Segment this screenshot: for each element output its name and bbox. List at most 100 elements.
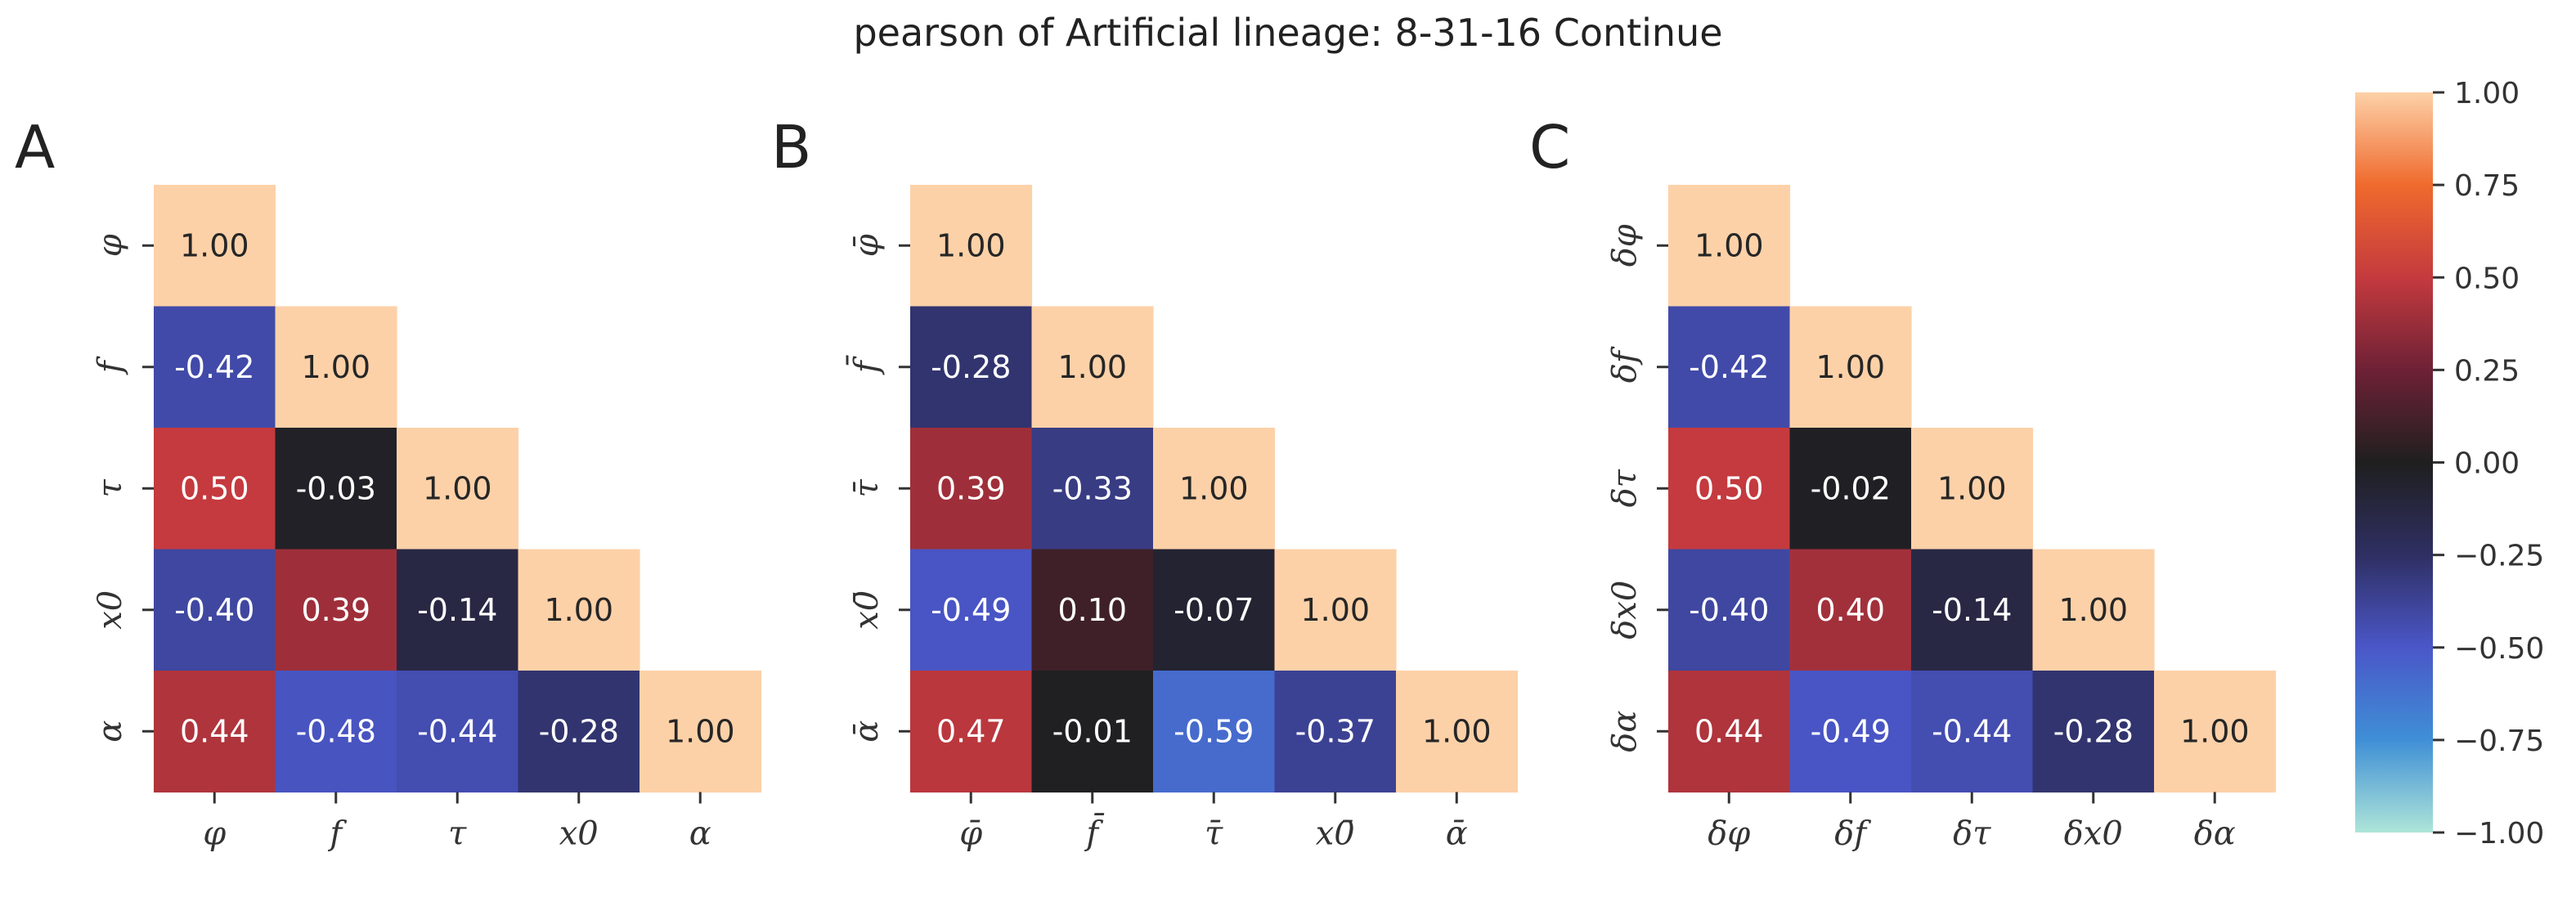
colorbar-tick-label: 0.00	[2454, 447, 2520, 481]
cell-value-label: -0.59	[1174, 713, 1254, 749]
cell-value-label: 0.50	[180, 470, 249, 506]
heatmap-cell	[1911, 428, 2034, 550]
cell-value-label: 0.47	[936, 713, 1006, 749]
heatmap-cell	[518, 549, 640, 671]
heatmap-cell	[275, 671, 397, 793]
y-tick-label: δφ	[1606, 224, 1644, 267]
colorbar-tick-label: −0.25	[2454, 540, 2544, 573]
panel-letter: B	[771, 113, 811, 182]
y-tick-label: x0	[92, 590, 129, 630]
y-tick-label: δτ	[1606, 469, 1644, 507]
heatmap-cell	[1153, 549, 1276, 671]
cell-value-label: -0.28	[931, 349, 1011, 385]
heatmap-panels: A 1.00 -0.42 1.00 0.50 -0.03 1.00 -0.40 0.39 -0.1…	[15, 113, 2277, 853]
cell-value-label: -0.02	[1811, 470, 1891, 506]
cell-value-label: 1.00	[2180, 713, 2250, 749]
heatmap-cell	[154, 306, 276, 429]
cell-value-label: -0.44	[1932, 713, 2012, 749]
colorbar: 1.00 0.75 0.50 0.25 0.00 −0.25 −0.50 −0.75 −1.00	[2355, 77, 2544, 850]
heatmap-cell	[275, 428, 397, 550]
heatmap-cell	[1153, 428, 1276, 550]
heatmap-cell	[154, 671, 276, 793]
x-tick-label: δφ	[1708, 815, 1750, 853]
heatmap-cell	[2032, 549, 2155, 671]
panel-letter: C	[1529, 113, 1570, 182]
y-tick-label: ᾱ	[848, 720, 886, 743]
y-tick-label: α	[92, 720, 129, 743]
x-tick-label: τ̄	[1205, 815, 1223, 853]
y-tick-label: δf	[1606, 346, 1644, 383]
figure-title: pearson of Artificial lineage: 8-31-16 C…	[853, 11, 1722, 55]
x-tick-label: f̄	[1084, 813, 1105, 853]
heatmap-cell	[154, 185, 276, 307]
y-tick-label: x0̄	[848, 590, 886, 630]
x-tick-label: δx0	[2064, 815, 2123, 853]
cell-value-label: -0.48	[296, 713, 376, 749]
cell-value-label: 0.50	[1694, 470, 1764, 506]
heatmap-cell	[154, 428, 276, 550]
heatmap-panel-b: B 1.00 -0.28 1.00 0.39 -0.33 1.00 -0.49 0.10 -0.0…	[771, 113, 1519, 853]
heatmap-cell	[1668, 671, 1791, 793]
heatmap-cell	[1153, 671, 1276, 793]
cell-value-label: -0.49	[1811, 713, 1891, 749]
cell-value-label: 1.00	[666, 713, 735, 749]
cell-value-label: -0.42	[174, 349, 254, 385]
panel-letter: A	[15, 113, 55, 182]
cell-value-label: -0.37	[1295, 713, 1376, 749]
heatmap-panel-a: A 1.00 -0.42 1.00 0.50 -0.03 1.00 -0.40 0.39 -0.1…	[15, 113, 762, 853]
colorbar-tick-label: 0.25	[2454, 354, 2520, 388]
x-tick-label: x0̄	[1316, 815, 1355, 853]
x-tick-label: δτ	[1953, 815, 1991, 853]
heatmap-cell	[275, 306, 397, 429]
cell-value-label: 1.00	[301, 349, 370, 385]
cell-value-label: -0.42	[1689, 349, 1769, 385]
heatmap-cell	[1031, 671, 1154, 793]
cell-value-label: 0.39	[301, 592, 370, 628]
cell-value-label: -0.03	[296, 470, 376, 506]
y-tick-label: τ̄	[848, 478, 886, 497]
cell-value-label: 1.00	[1300, 592, 1370, 628]
y-tick-label: f	[92, 356, 129, 375]
heatmap-cell	[2154, 671, 2277, 793]
heatmap-cell	[1668, 306, 1791, 429]
y-tick-label: f̄	[846, 354, 886, 375]
cell-value-label: 1.00	[1422, 713, 1492, 749]
y-tick-label: φ̄	[848, 234, 886, 257]
heatmap-cell	[1031, 549, 1154, 671]
heatmap-cell	[1789, 428, 1912, 550]
cell-value-label: 0.10	[1057, 592, 1127, 628]
x-tick-label: δf	[1834, 815, 1871, 853]
cell-value-label: -0.14	[1932, 592, 2012, 628]
colorbar-tick-label: −0.75	[2454, 725, 2544, 758]
heatmap-cell	[910, 549, 1033, 671]
cell-value-label: 1.00	[2058, 592, 2128, 628]
colorbar-gradient	[2355, 92, 2433, 832]
cell-value-label: 1.00	[1815, 349, 1885, 385]
x-tick-label: α	[689, 815, 711, 853]
heatmap-cell	[1274, 549, 1397, 671]
x-tick-label: δα	[2194, 815, 2236, 853]
y-tick-label: δα	[1606, 711, 1644, 752]
cell-value-label: -0.33	[1052, 470, 1133, 506]
heatmap-cell	[518, 671, 640, 793]
heatmap-cell	[910, 428, 1033, 550]
y-tick-label: τ	[92, 478, 129, 497]
heatmap-cell	[1031, 428, 1154, 550]
x-tick-label: ᾱ	[1446, 815, 1468, 853]
heatmap-cell	[1789, 549, 1912, 671]
colorbar-tick-label: 0.50	[2454, 262, 2520, 295]
x-tick-label: φ̄	[959, 815, 982, 853]
heatmap-cell	[397, 549, 519, 671]
heatmap-cell	[1789, 671, 1912, 793]
y-tick-label: δx0	[1606, 581, 1644, 640]
heatmap-cell	[1668, 549, 1791, 671]
heatmap-cell	[397, 428, 519, 550]
cell-value-label: -0.28	[539, 713, 619, 749]
cell-value-label: 1.00	[936, 227, 1006, 263]
cell-value-label: 1.00	[423, 470, 492, 506]
cell-value-label: -0.40	[1689, 592, 1769, 628]
cell-value-label: 0.40	[1815, 592, 1885, 628]
x-tick-label: φ	[203, 815, 226, 853]
heatmap-cell	[1031, 306, 1154, 429]
